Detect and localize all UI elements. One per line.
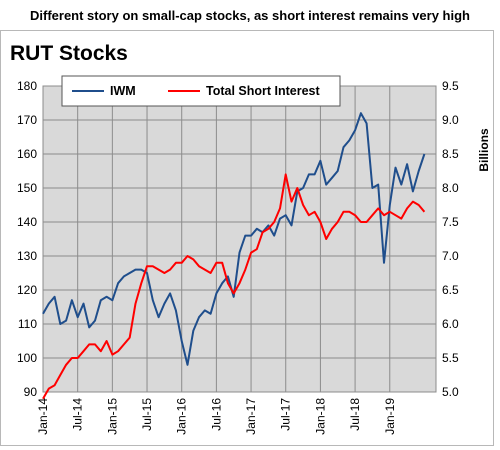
x-tick-label: Jul-16	[209, 398, 223, 431]
x-tick-label: Jan-14	[36, 398, 50, 435]
left-tick-label: 140	[17, 215, 37, 229]
left-axis-ticks: 90 100 110 120 130 140 150 160 170 180	[17, 79, 37, 399]
x-tick-label: Jan-16	[175, 398, 189, 435]
left-tick-label: 120	[17, 283, 37, 297]
x-tick-label: Jul-15	[140, 398, 154, 431]
x-tick-label: Jan-15	[105, 398, 119, 435]
right-tick-label: 5.0	[442, 385, 459, 399]
x-tick-label: Jul-17	[279, 398, 293, 431]
right-tick-label: 9.0	[442, 113, 459, 127]
right-axis-ticks: 5.0 5.5 6.0 6.5 7.0 7.5 8.0 8.5 9.0 9.5	[442, 79, 459, 399]
right-tick-label: 5.5	[442, 351, 459, 365]
legend: IWM Total Short Interest	[61, 75, 341, 107]
left-tick-label: 170	[17, 113, 37, 127]
x-tick-label: Jan-19	[383, 398, 397, 435]
left-tick-label: 160	[17, 147, 37, 161]
x-tick-label: Jul-14	[71, 398, 85, 431]
left-tick-label: 100	[17, 351, 37, 365]
left-tick-label: 180	[17, 79, 37, 93]
left-tick-label: 90	[24, 385, 38, 399]
left-tick-label: 130	[17, 249, 37, 263]
right-tick-label: 8.0	[442, 181, 459, 195]
x-tick-label: Jan-17	[244, 398, 258, 435]
x-axis-ticks: Jan-14 Jul-14 Jan-15 Jul-15 Jan-16 Jul-16 Jan-…	[36, 398, 397, 435]
right-tick-label: 9.5	[442, 79, 459, 93]
x-tick-label: Jul-18	[348, 398, 362, 431]
right-tick-label: 7.0	[442, 249, 459, 263]
left-tick-label: 150	[17, 181, 37, 195]
plot-area	[42, 85, 437, 393]
x-tick-label: Jan-18	[313, 398, 327, 435]
legend-box	[61, 75, 341, 107]
right-tick-label: 7.5	[442, 215, 459, 229]
right-axis-title: Billions	[477, 128, 491, 172]
right-tick-label: 6.0	[442, 317, 459, 331]
left-tick-label: 110	[18, 317, 37, 331]
series-line-iwm	[42, 112, 426, 366]
right-tick-label: 6.5	[442, 283, 459, 297]
right-tick-label: 8.5	[442, 147, 459, 161]
legend-label-iwm: IWM	[110, 84, 136, 98]
chart-title: RUT Stocks	[10, 42, 128, 65]
series-lines	[42, 112, 426, 400]
legend-label-short-interest: Total Short Interest	[206, 84, 321, 98]
chart-headline: Different story on small-cap stocks, as …	[30, 8, 470, 23]
series-line-short-interest	[42, 173, 426, 400]
